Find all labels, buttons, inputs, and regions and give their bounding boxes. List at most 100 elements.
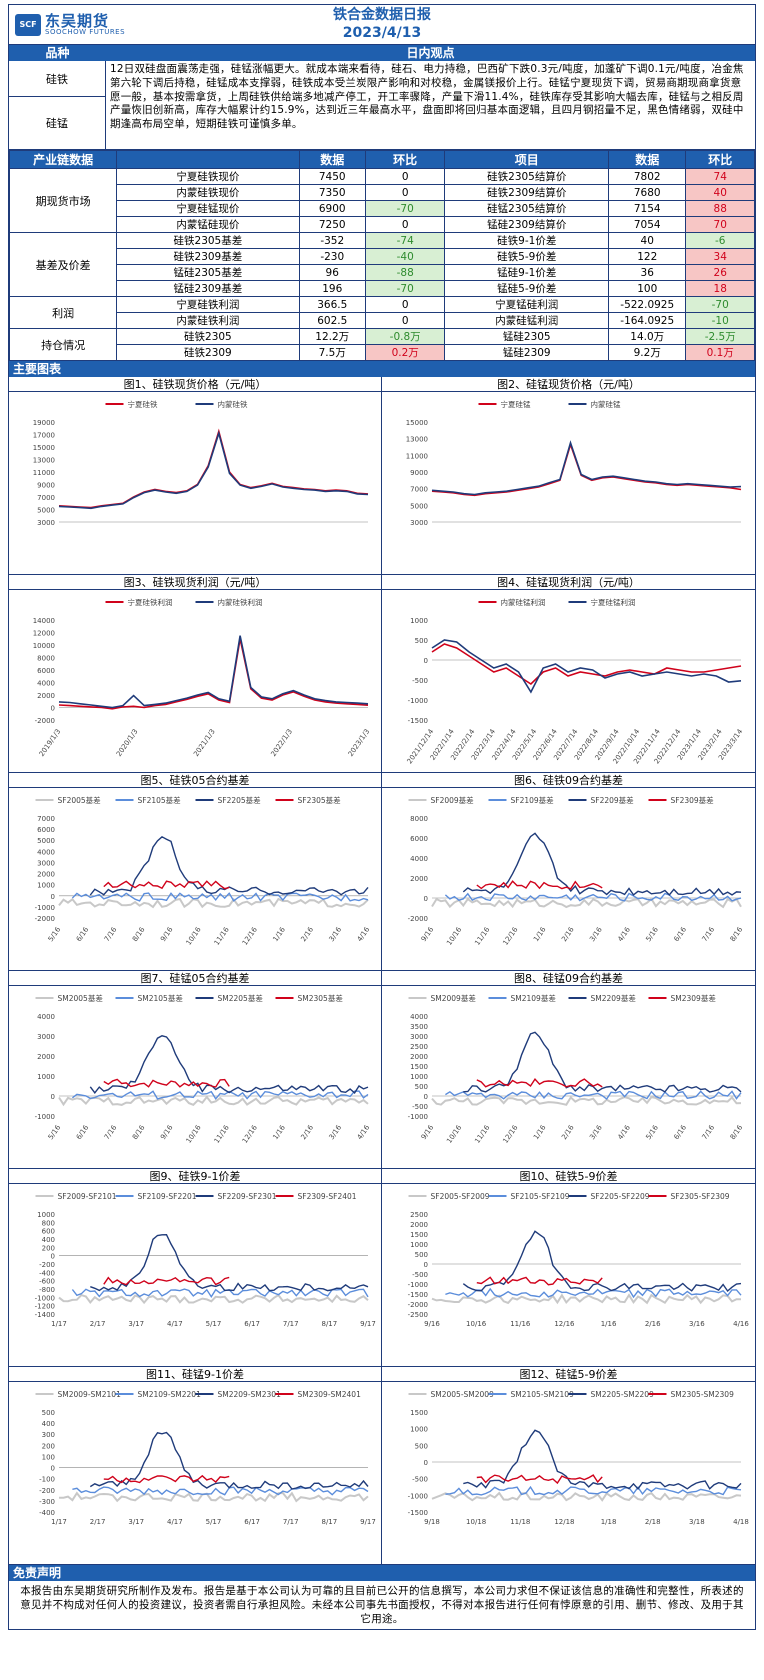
x-tick-label: 4/16 <box>616 1123 632 1141</box>
series-line <box>103 1078 230 1088</box>
y-tick-label: 10000 <box>33 642 55 650</box>
legend-label: SF2005基差 <box>58 795 102 805</box>
y-tick-label: 1000 <box>37 882 55 890</box>
chart-svg: 内蒙硅锰利润 宁夏硅锰利润10005000-500-1000-15002021/1… <box>406 597 745 765</box>
indicator-row: 锰硅2309基差 196 -70 锰硅5-9价差 100 18 <box>10 280 755 297</box>
y-tick-label: 4000 <box>37 1013 55 1021</box>
legend-item: SF2109基差 <box>488 795 555 805</box>
item2-value: 36 <box>608 264 687 281</box>
y-tick-label: -800 <box>39 1286 55 1294</box>
y-tick-label: 1000 <box>37 1211 55 1219</box>
item2-name: 硅铁2309结算价 <box>444 184 610 201</box>
chart-title: 图7、硅锰05合约基差 <box>9 971 381 986</box>
chart-panel: 图6、硅铁09合约基差 SF2009基差 SF2109基差 SF2209基差 SF230… <box>382 773 755 971</box>
chart-panel: 图2、硅锰现货价格（元/吨） 宁夏硅锰 内蒙硅锰 15000 13000 11000 900… <box>382 377 755 575</box>
legend-label: SF2009-SF2101 <box>58 1192 117 1201</box>
y-tick-label: 15000 <box>406 419 428 427</box>
item2-value: 7054 <box>608 216 687 233</box>
legend-item: SM2305-SM2309 <box>648 1390 735 1399</box>
item-value: 366.5 <box>298 296 366 313</box>
chart-svg: SM2009基差 SM2109基差 SM2209基差 SM2309基差 4000 3500… <box>408 993 745 1145</box>
item-name: 内蒙硅铁现价 <box>116 184 300 201</box>
chart-panel: 图7、硅锰05合约基差 SM2005基差 SM2105基差 SM2205基差 SM230… <box>9 971 382 1169</box>
chart-svg: SM2005基差 SM2105基差 SM2205基差 SM2305基差 4000 3000… <box>35 993 372 1145</box>
y-tick-label: 15000 <box>33 444 55 452</box>
legend-label: SM2205基差 <box>218 993 264 1003</box>
chart-title: 图11、硅锰9-1价差 <box>9 1367 381 1382</box>
logo-text: 东吴期货 SOOCHOW FUTURES <box>45 13 125 36</box>
chart-title: 图2、硅锰现货价格（元/吨） <box>382 377 755 392</box>
item2-value: -164.0925 <box>608 312 687 329</box>
item-change: 0 <box>364 168 446 185</box>
series-line <box>476 1474 603 1485</box>
x-tick-label: 1/16 <box>271 1123 287 1141</box>
item2-value: 7154 <box>608 200 687 217</box>
y-tick-label: 8000 <box>410 815 428 823</box>
x-tick-label: 9/16 <box>424 1320 440 1328</box>
item-name: 内蒙硅铁利润 <box>116 312 300 329</box>
x-tick-label: 10/16 <box>466 1320 487 1328</box>
x-tick-label: 1/16 <box>532 1123 548 1141</box>
series-line <box>431 440 742 496</box>
indicator-row: 利润 宁夏硅铁利润 366.5 0 宁夏锰硅利润 -522.0925 -70 <box>8 296 755 329</box>
item-change: -40 <box>364 248 446 265</box>
y-tick-label: -1000 <box>35 1113 55 1121</box>
x-tick-label: 10/16 <box>445 925 463 947</box>
series-line <box>445 1090 742 1101</box>
item2-value: 40 <box>608 232 687 249</box>
x-tick-label: 8/16 <box>729 1123 745 1141</box>
y-tick-label: 2000 <box>37 692 55 700</box>
item-value: 6900 <box>298 200 366 217</box>
legend-item: 内蒙硅铁利润 <box>195 597 263 607</box>
item-name: 锰硅2305基差 <box>116 264 300 281</box>
series-line <box>476 1077 603 1088</box>
legend-label: SF2109基差 <box>511 795 555 805</box>
series-line <box>103 880 230 890</box>
x-tick-label: 11/16 <box>213 1123 231 1145</box>
header-value-1: 数据 <box>298 150 366 169</box>
series-line <box>463 1429 742 1490</box>
x-tick-label: 4/17 <box>167 1320 183 1328</box>
y-tick-label: 0 <box>424 1261 428 1269</box>
header-change-1: 环比 <box>364 150 446 169</box>
x-tick-label: 7/16 <box>103 1123 119 1141</box>
item2-value: 7802 <box>608 168 687 185</box>
x-tick-label: 2/16 <box>560 1123 576 1141</box>
item-change: 0 <box>364 312 446 329</box>
item-value: 96 <box>298 264 366 281</box>
indicator-row: 硅铁2309基差 -230 -40 硅铁5-9价差 122 34 <box>10 248 755 265</box>
item2-change: 0.1万 <box>685 344 755 361</box>
y-tick-label: 100 <box>42 1453 55 1461</box>
legend-item: SM2309基差 <box>648 993 716 1003</box>
legend-label: SM2305-SM2309 <box>671 1390 735 1399</box>
y-tick-label: -2000 <box>35 915 55 923</box>
y-tick-label: -1200 <box>35 1303 55 1311</box>
x-tick-label: 5/16 <box>47 925 63 943</box>
legend-label: 内蒙硅锰 <box>591 399 621 409</box>
series-line <box>58 430 369 510</box>
x-tick-label: 4/16 <box>356 1123 372 1141</box>
y-tick-label: 200 <box>42 1442 55 1450</box>
series-line <box>71 1288 369 1298</box>
legend-item: SF2205基差 <box>195 795 261 805</box>
y-tick-label: 0 <box>424 1093 428 1101</box>
chart-panel: 图11、硅锰9-1价差 SM2009-SM2101 SM2109-SM2201 SM2… <box>9 1367 382 1565</box>
item2-change: 88 <box>685 200 755 217</box>
indicator-row: 内蒙硅铁现价 7350 0 硅铁2309结算价 7680 40 <box>10 184 755 201</box>
legend-item: SF2309-SF2401 <box>275 1192 357 1201</box>
x-tick-label: 12/18 <box>554 1518 574 1526</box>
series-line <box>58 1095 369 1107</box>
x-tick-label: 3/18 <box>689 1518 705 1526</box>
x-tick-label: 2/17 <box>90 1320 106 1328</box>
y-tick-label: 3000 <box>410 519 428 527</box>
legend-label: SF2205-SF2209 <box>591 1192 650 1201</box>
x-tick-label: 8/16 <box>131 925 147 943</box>
x-tick-label: 1/16 <box>271 925 287 943</box>
x-tick-label: 10/16 <box>185 925 203 947</box>
x-tick-label: 9/16 <box>159 925 175 943</box>
y-tick-label: -300 <box>39 1498 55 1506</box>
item-name: 硅铁2305 <box>116 328 300 345</box>
legend-label: SM2009-SM2101 <box>58 1390 122 1399</box>
chart-grid: 图1、硅铁现货价格（元/吨） 宁夏硅铁 内蒙硅铁 19000 17000 15000 130… <box>9 377 755 1565</box>
item-value: -352 <box>298 232 366 249</box>
